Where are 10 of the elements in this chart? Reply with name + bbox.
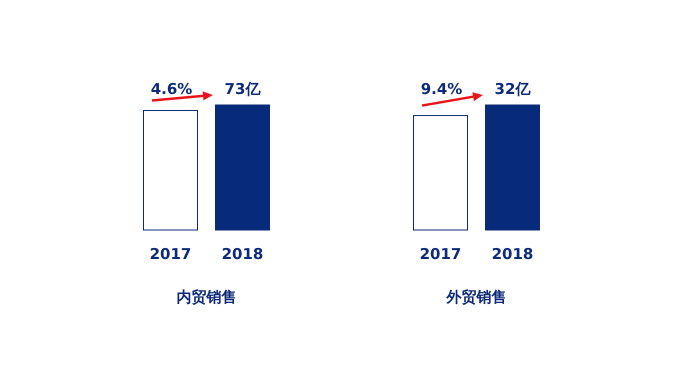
x-tick-label: 2017	[150, 245, 192, 263]
text: 4.6%	[150, 80, 192, 98]
x-tick-label: 2018	[222, 245, 264, 263]
x-tick-label: 2018	[492, 245, 534, 263]
x-tick-label: 2017	[420, 245, 462, 263]
x-axis-title: 内贸销售	[176, 288, 236, 306]
data-label: 32亿	[494, 80, 532, 98]
text: 9.4%	[420, 80, 462, 98]
x-axis-title: 外贸销售	[446, 288, 506, 306]
data-label: 73亿	[224, 80, 262, 98]
